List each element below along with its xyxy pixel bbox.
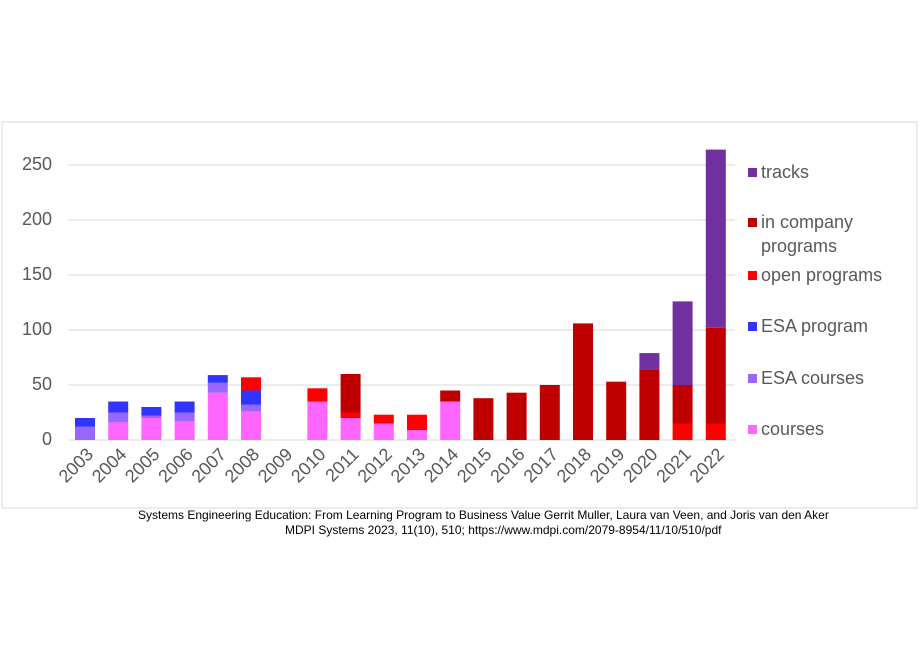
x-tick-label: 2016 bbox=[486, 444, 528, 486]
x-tick-label: 2007 bbox=[188, 444, 230, 486]
legend-swatch bbox=[748, 374, 757, 383]
x-tick-label: 2012 bbox=[354, 444, 396, 486]
bar-segment bbox=[672, 423, 693, 440]
bar-segment bbox=[174, 421, 195, 440]
bar-segment bbox=[705, 423, 726, 440]
bar-segment bbox=[340, 374, 361, 413]
x-tick-label: 2004 bbox=[88, 444, 130, 486]
legend-swatch bbox=[748, 168, 757, 177]
bar-segment bbox=[108, 422, 129, 440]
bar-segment bbox=[672, 385, 693, 424]
x-tick-label: 2014 bbox=[420, 444, 462, 486]
x-tick-label: 2020 bbox=[619, 444, 661, 486]
bar-segment bbox=[108, 412, 129, 423]
bar-segment bbox=[174, 412, 195, 422]
bar-segment bbox=[407, 414, 427, 431]
bar-segment bbox=[307, 401, 328, 440]
bar-segment bbox=[75, 426, 95, 440]
x-tick-label: 2003 bbox=[55, 444, 97, 486]
bar-segment bbox=[340, 412, 361, 418]
bar-segment bbox=[340, 418, 361, 440]
legend-swatch bbox=[748, 322, 757, 331]
bar-segment bbox=[473, 398, 494, 440]
bar-segment bbox=[440, 401, 461, 440]
x-tick-label: 2015 bbox=[453, 444, 495, 486]
bar-segment bbox=[373, 414, 394, 424]
legend-item: open programs bbox=[748, 263, 908, 287]
bar-segment bbox=[506, 392, 527, 440]
x-tick-label: 2008 bbox=[221, 444, 263, 486]
chart-border bbox=[1, 121, 918, 509]
bar-segment bbox=[207, 392, 228, 440]
caption: Systems Engineering Education: From Lear… bbox=[138, 508, 829, 522]
x-tick-label: 2013 bbox=[387, 444, 429, 486]
bar-segment bbox=[606, 381, 627, 440]
y-tick-label: 150 bbox=[22, 264, 52, 284]
x-tick-label: 2021 bbox=[652, 444, 694, 486]
bar-segment bbox=[108, 401, 129, 413]
legend-item: ESA program bbox=[748, 314, 908, 338]
bar-segment bbox=[241, 390, 261, 405]
bar-segment bbox=[705, 327, 726, 424]
legend-label: courses bbox=[761, 419, 825, 439]
legend-swatch bbox=[748, 218, 757, 227]
bar-segment bbox=[373, 423, 394, 440]
bar-segment bbox=[307, 388, 328, 402]
bar-segment bbox=[241, 411, 261, 440]
legend-label: ESA courses bbox=[761, 368, 865, 388]
x-tick-label: 2009 bbox=[254, 444, 296, 486]
legend-label: open programs bbox=[761, 265, 883, 285]
x-tick-label: 2019 bbox=[586, 444, 628, 486]
bar-segment bbox=[174, 401, 195, 413]
y-tick-label: 100 bbox=[22, 319, 52, 339]
y-tick-label: 0 bbox=[42, 429, 52, 449]
bar-segment bbox=[440, 390, 461, 402]
y-tick-label: 250 bbox=[22, 154, 52, 174]
x-tick-label: 2006 bbox=[154, 444, 196, 486]
bar-segment bbox=[639, 369, 660, 440]
bar-segment bbox=[639, 353, 660, 370]
x-tick-label: 2018 bbox=[553, 444, 595, 486]
bar-segment bbox=[207, 382, 228, 393]
bar-segment bbox=[141, 407, 162, 416]
x-tick-label: 2011 bbox=[321, 444, 363, 486]
y-tick-label: 50 bbox=[32, 374, 52, 394]
legend-label: ESA program bbox=[761, 316, 869, 336]
x-tick-label: 2017 bbox=[520, 444, 562, 486]
legend-swatch bbox=[748, 425, 757, 434]
bar-segment bbox=[75, 418, 95, 427]
bar-segment bbox=[241, 404, 261, 412]
x-tick-label: 2022 bbox=[686, 444, 728, 486]
y-tick-label: 200 bbox=[22, 209, 52, 229]
legend-swatch bbox=[748, 271, 757, 280]
bar-segment bbox=[539, 385, 560, 440]
bar-segment bbox=[407, 430, 427, 440]
legend-item: tracks bbox=[748, 160, 908, 184]
bar-segment bbox=[672, 301, 693, 385]
caption: MDPI Systems 2023, 11(10), 510; https://… bbox=[285, 523, 722, 537]
legend-item: courses bbox=[748, 417, 908, 441]
bar-segment bbox=[705, 149, 726, 328]
bar-segment bbox=[207, 375, 228, 383]
legend-item: in company programs bbox=[748, 210, 908, 258]
bar-segment bbox=[141, 418, 162, 440]
legend-label: tracks bbox=[761, 162, 810, 182]
x-tick-label: 2005 bbox=[121, 444, 163, 486]
bar-segment bbox=[141, 415, 162, 418]
legend-label: in company programs bbox=[761, 212, 854, 256]
legend-item: ESA courses bbox=[748, 366, 908, 390]
bar-segment bbox=[241, 377, 261, 391]
x-tick-label: 2010 bbox=[287, 444, 329, 486]
bar-segment bbox=[573, 323, 593, 440]
